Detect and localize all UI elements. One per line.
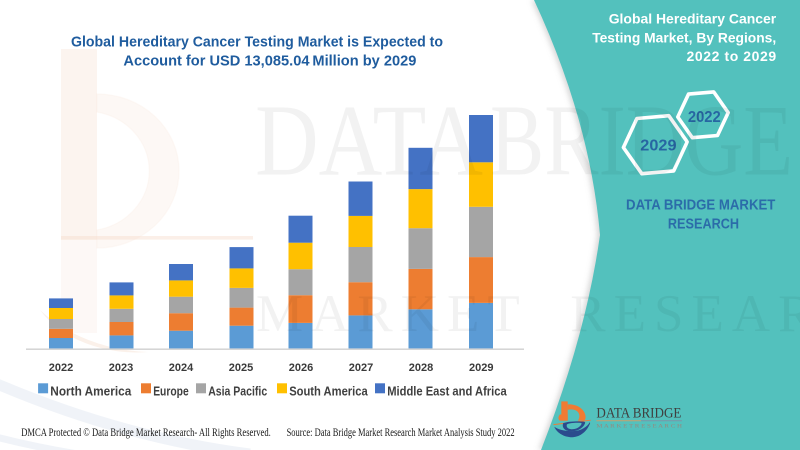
svg-text:DATA BRIDGE: DATA BRIDGE	[596, 406, 681, 422]
svg-text:Europe: Europe	[153, 384, 189, 399]
svg-text:Testing Market, By Regions,: Testing Market, By Regions,	[592, 30, 776, 46]
svg-text:2028: 2028	[409, 362, 433, 374]
svg-text:South America: South America	[289, 384, 368, 399]
svg-text:DMCA Protected © Data Bridge M: DMCA Protected © Data Bridge Market Rese…	[21, 427, 271, 439]
svg-text:2023: 2023	[109, 362, 133, 374]
svg-text:2025: 2025	[229, 362, 253, 374]
svg-text:Account for USD 13,085.04 Mill: Account for USD 13,085.04 Million by 202…	[123, 53, 416, 70]
svg-text:Global Hereditary Cancer: Global Hereditary Cancer	[609, 10, 777, 26]
svg-text:DATA BRIDGE MARKET: DATA BRIDGE MARKET	[626, 196, 775, 213]
svg-text:2027: 2027	[349, 362, 373, 374]
svg-text:MARKET RESEARCH: MARKET RESEARCH	[256, 285, 800, 343]
svg-text:North America: North America	[50, 384, 132, 399]
svg-text:Asia Pacific: Asia Pacific	[208, 384, 267, 399]
svg-text:DATA: DATA	[255, 85, 483, 198]
svg-text:2024: 2024	[169, 362, 194, 374]
svg-text:Middle East and Africa: Middle East and Africa	[387, 384, 507, 399]
svg-text:2029: 2029	[640, 138, 676, 155]
svg-text:2026: 2026	[289, 362, 313, 374]
svg-text:2022: 2022	[688, 109, 721, 126]
svg-text:RESEARCH: RESEARCH	[668, 216, 739, 233]
svg-text:Global Hereditary Cancer Testi: Global Hereditary Cancer Testing Market …	[71, 34, 443, 51]
svg-text:2022 to 2029: 2022 to 2029	[687, 48, 777, 64]
svg-text:2022: 2022	[49, 362, 73, 374]
svg-text:2029: 2029	[469, 362, 493, 374]
svg-text:M A R K E T R E S E A R C H: M A R K E T R E S E A R C H	[596, 425, 682, 430]
svg-text:BRIDGE: BRIDGE	[490, 85, 793, 198]
svg-text:Source: Data Bridge Market Res: Source: Data Bridge Market Research Mark…	[287, 427, 515, 439]
